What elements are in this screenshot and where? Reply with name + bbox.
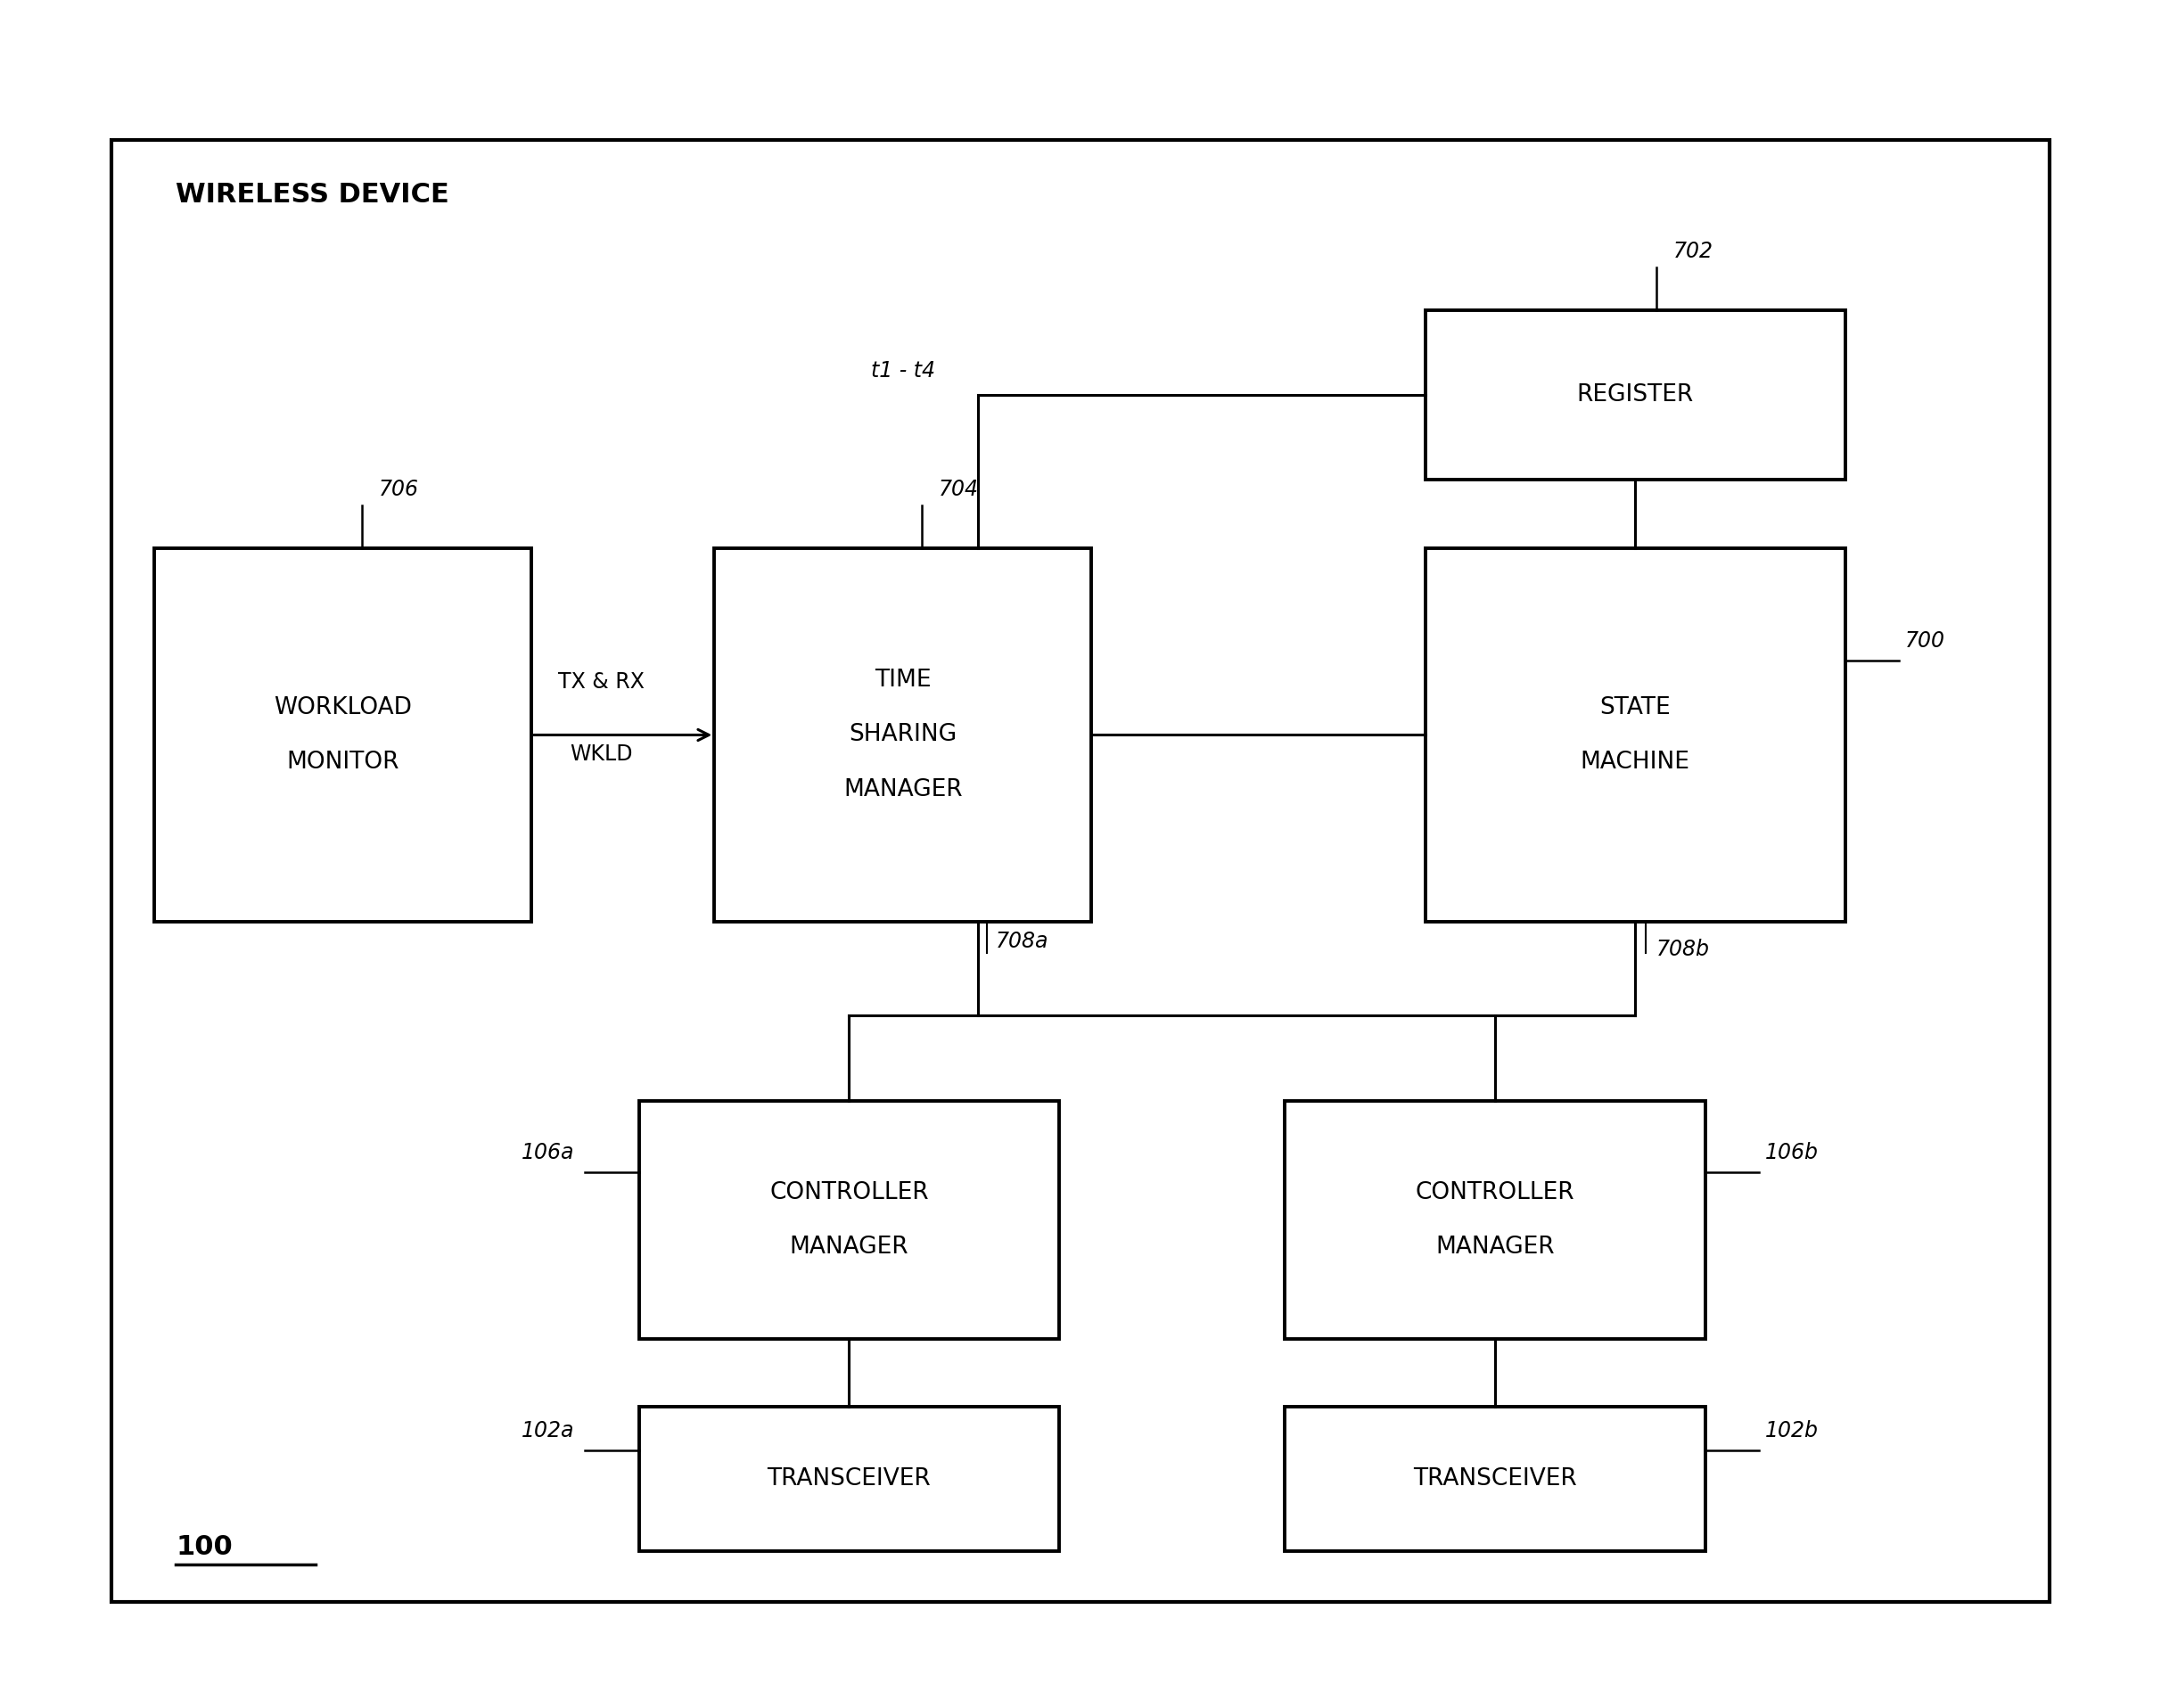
Text: 706: 706 <box>378 478 419 500</box>
Bar <box>640 1407 1059 1551</box>
Text: 708a: 708a <box>996 931 1048 951</box>
Text: MONITOR: MONITOR <box>287 750 400 774</box>
Bar <box>715 548 1091 922</box>
Text: WIRELESS DEVICE: WIRELESS DEVICE <box>175 183 449 208</box>
Text: 102b: 102b <box>1766 1419 1820 1442</box>
Bar <box>112 140 2049 1602</box>
Text: TRANSCEIVER: TRANSCEIVER <box>767 1467 931 1491</box>
Text: STATE: STATE <box>1599 697 1670 719</box>
Text: MANAGER: MANAGER <box>843 777 962 801</box>
Text: TRANSCEIVER: TRANSCEIVER <box>1413 1467 1578 1491</box>
Text: TIME: TIME <box>875 670 931 692</box>
Text: 106a: 106a <box>521 1143 575 1163</box>
Bar <box>1286 1100 1705 1339</box>
Text: 704: 704 <box>938 478 979 500</box>
Text: 700: 700 <box>1906 630 1945 652</box>
Text: CONTROLLER: CONTROLLER <box>769 1180 929 1204</box>
Text: MANAGER: MANAGER <box>1435 1235 1554 1259</box>
Text: TX & RX: TX & RX <box>558 671 644 692</box>
Text: t1 - t4: t1 - t4 <box>871 360 936 381</box>
Text: 102a: 102a <box>521 1419 575 1442</box>
Bar <box>1424 548 1845 922</box>
Text: SHARING: SHARING <box>849 724 957 746</box>
Text: 106b: 106b <box>1766 1143 1820 1163</box>
Text: 702: 702 <box>1673 241 1714 263</box>
Bar <box>1286 1407 1705 1551</box>
Bar <box>153 548 532 922</box>
Text: CONTROLLER: CONTROLLER <box>1415 1180 1575 1204</box>
Text: WORKLOAD: WORKLOAD <box>274 697 413 719</box>
Text: MACHINE: MACHINE <box>1580 750 1690 774</box>
Text: MANAGER: MANAGER <box>789 1235 908 1259</box>
Text: 100: 100 <box>175 1534 233 1559</box>
Text: 708b: 708b <box>1657 939 1709 960</box>
Bar <box>1424 309 1845 480</box>
Text: REGISTER: REGISTER <box>1578 383 1694 407</box>
Text: WKLD: WKLD <box>571 743 633 765</box>
Bar <box>640 1100 1059 1339</box>
